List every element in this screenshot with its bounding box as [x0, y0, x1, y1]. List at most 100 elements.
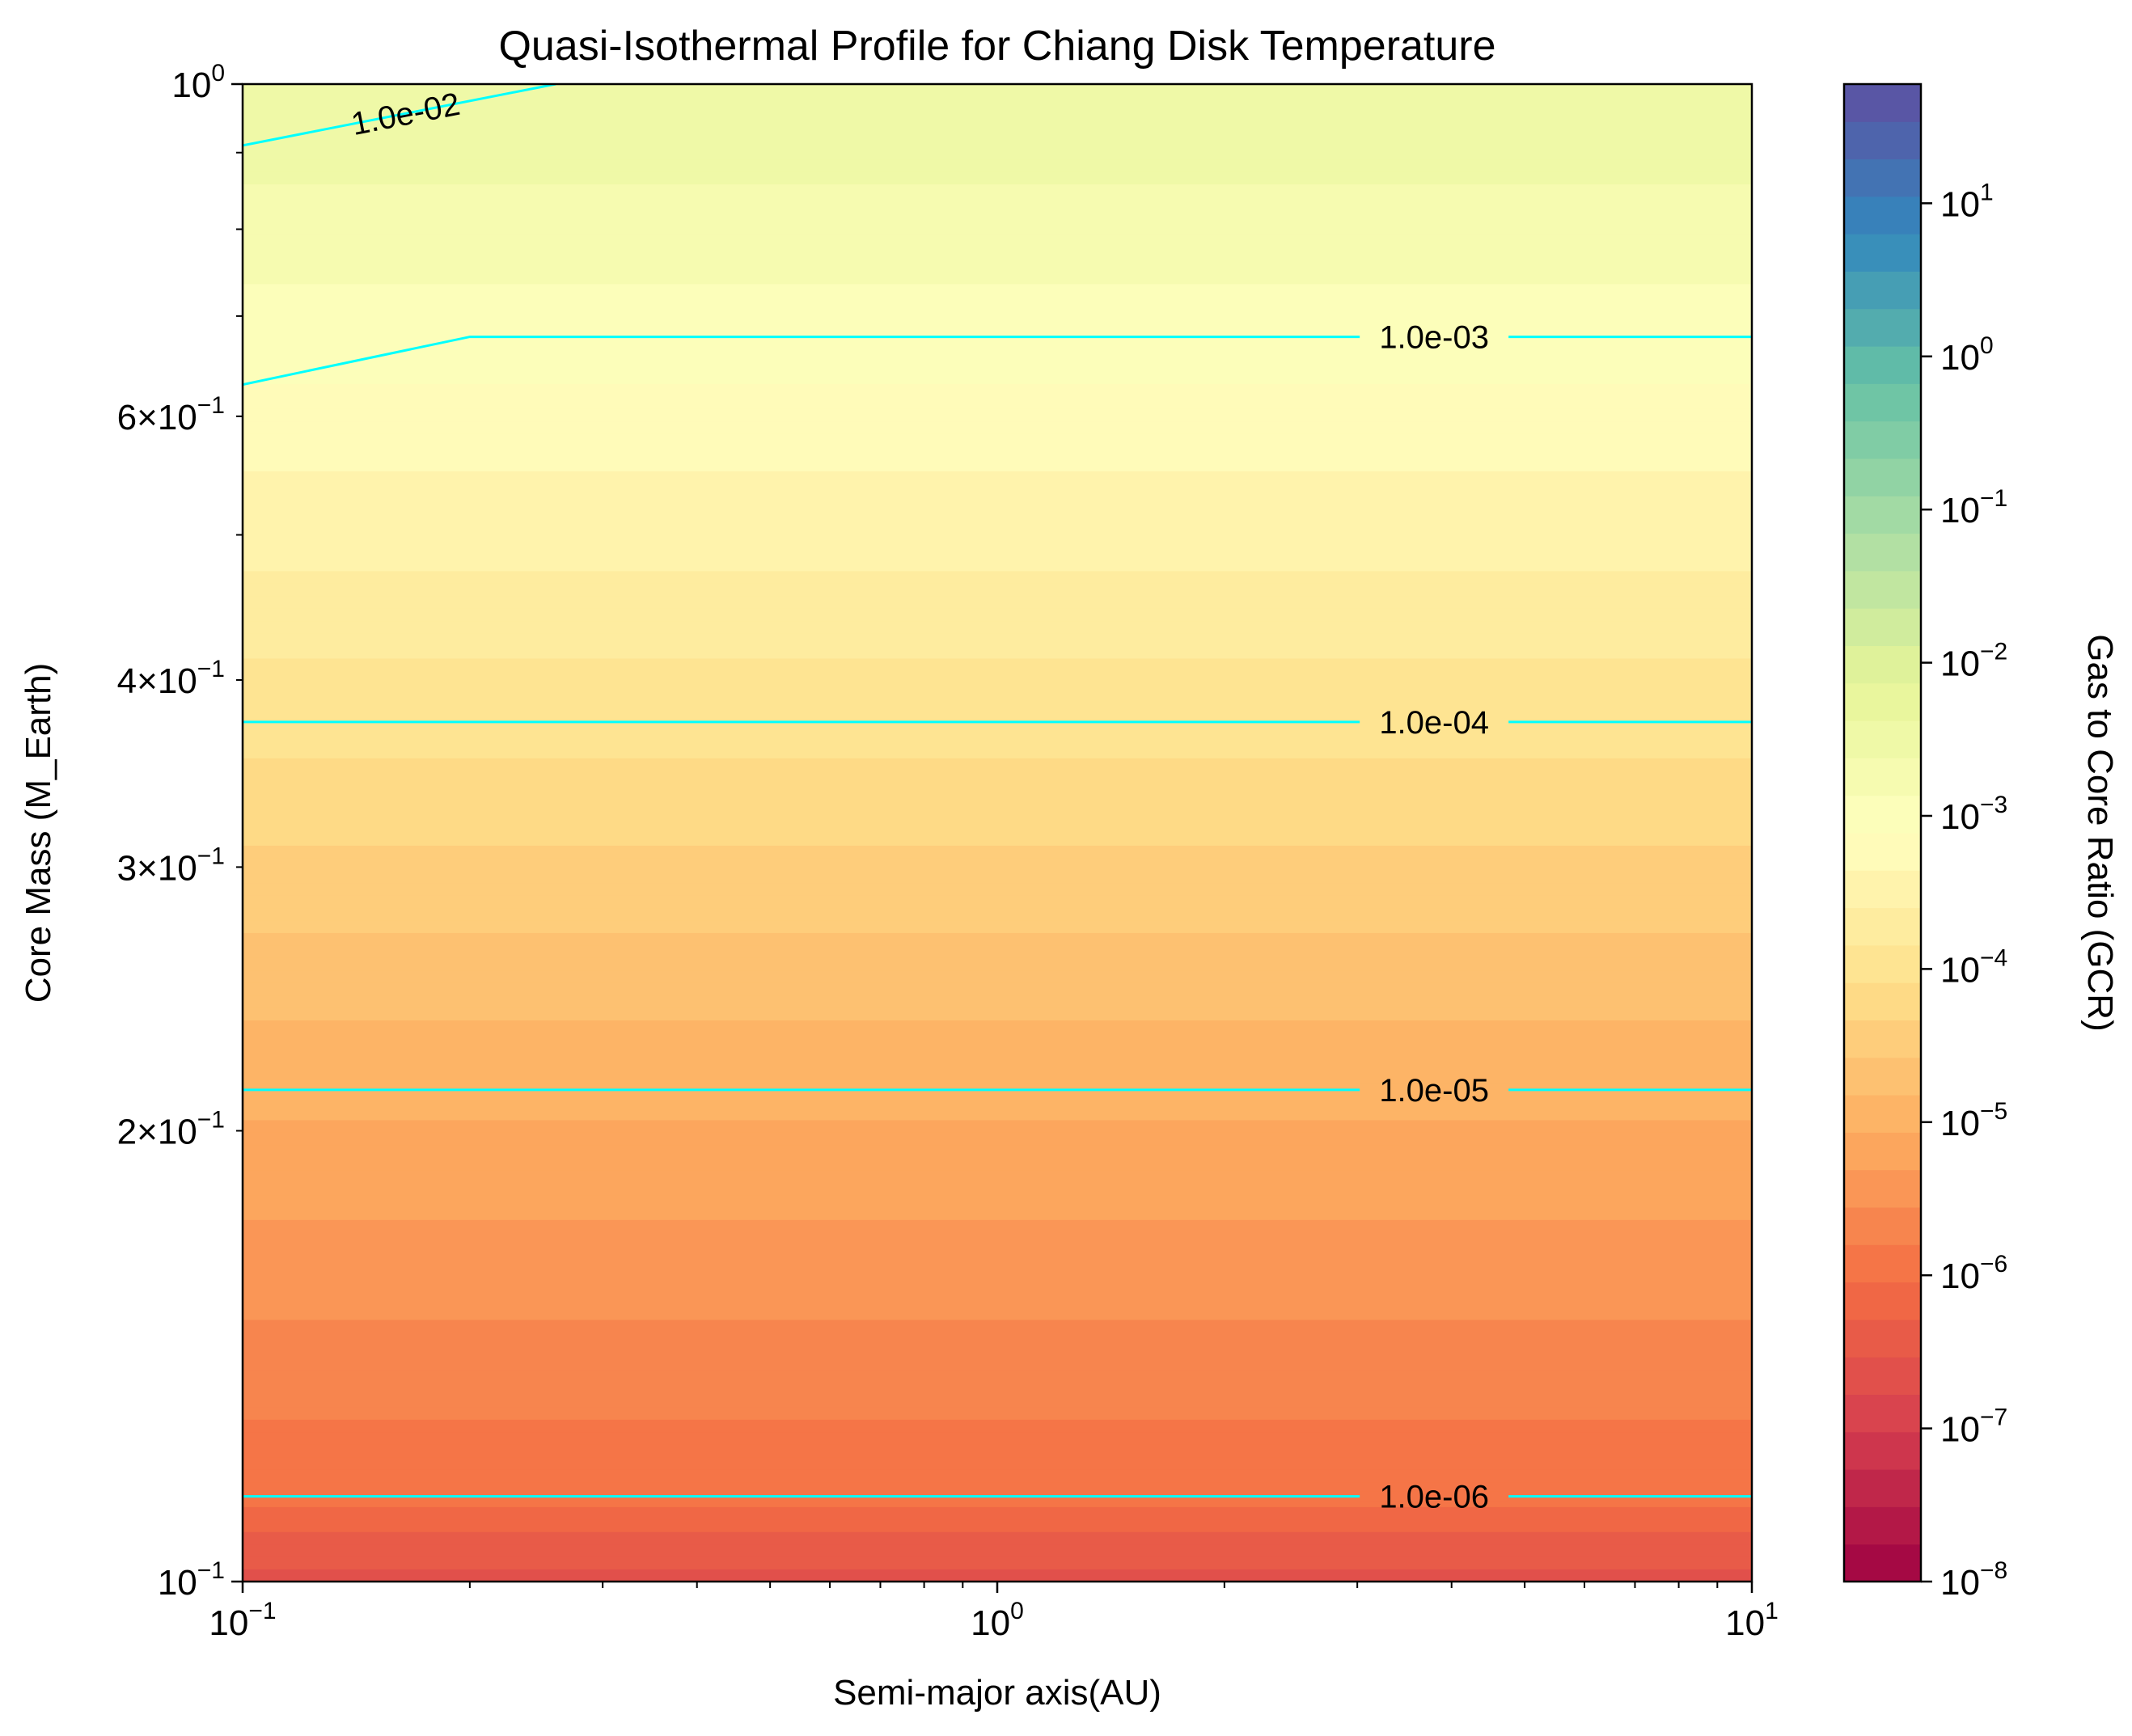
heatmap-band — [243, 1057, 1752, 1071]
heatmap-band — [243, 782, 1752, 796]
colorbar-band — [1844, 1544, 1921, 1582]
heatmap-band — [243, 446, 1752, 459]
heatmap-band — [243, 1356, 1752, 1371]
colorbar-ticks: 101 100 10−1 10−2 10−3 10−4 10−5 10−6 10−7 10−8 — [1921, 179, 2007, 1603]
colorbar-band — [1844, 1506, 1921, 1545]
colorbar-band — [1844, 1020, 1921, 1058]
colorbar-band — [1844, 1394, 1921, 1433]
heatmap-band — [243, 657, 1752, 671]
colorbar-band — [1844, 1282, 1921, 1320]
heatmap-band — [243, 1431, 1752, 1445]
heatmap-band — [243, 733, 1752, 746]
colorbar-band — [1844, 832, 1921, 871]
heatmap-band — [243, 1394, 1752, 1408]
heatmap-band — [243, 632, 1752, 646]
heatmap-band — [243, 931, 1752, 946]
heatmap-band — [243, 533, 1752, 547]
heatmap-band — [243, 320, 1752, 335]
colorbar-band — [1844, 345, 1921, 384]
heatmap-band — [243, 832, 1752, 846]
y-tick-label: 100 — [171, 60, 225, 105]
y-axis: 100 6×10−1 4×10−1 3×10−1 2×10−1 10−1 — [117, 60, 243, 1603]
colorbar-band — [1844, 271, 1921, 310]
heatmap-band — [243, 857, 1752, 871]
y-tick-label: 2×10−1 — [117, 1106, 225, 1151]
heatmap-band — [243, 308, 1752, 322]
contour-label: 1.0e-05 — [1379, 1073, 1489, 1109]
heatmap-band — [243, 133, 1752, 147]
colorbar-band — [1844, 533, 1921, 572]
heatmap-band — [243, 907, 1752, 921]
heatmap-band — [243, 982, 1752, 996]
heatmap-band — [243, 1156, 1752, 1171]
colorbar-band — [1844, 682, 1921, 721]
heatmap-band — [243, 158, 1752, 172]
heatmap-band — [243, 620, 1752, 634]
contour-label: 1.0e-04 — [1379, 705, 1489, 741]
heatmap-band — [243, 420, 1752, 434]
heatmap-band — [243, 545, 1752, 559]
heatmap-band — [243, 607, 1752, 622]
colorbar-band — [1844, 420, 1921, 459]
x-axis: 10−1 100 101 — [209, 1582, 1779, 1643]
colorbar-tick-label: 10−4 — [1940, 944, 2007, 990]
heatmap-band — [243, 595, 1752, 609]
colorbar-label: Gas to Core Ratio (GCR) — [2080, 634, 2120, 1031]
x-tick-label: 101 — [1725, 1598, 1779, 1643]
contour-label: 1.0e-03 — [1379, 320, 1489, 356]
x-tick-label: 100 — [971, 1598, 1024, 1643]
heatmap-band — [243, 370, 1752, 384]
colorbar-band — [1844, 1169, 1921, 1208]
colorbar-tick-label: 100 — [1940, 332, 1994, 378]
heatmap-band — [243, 1231, 1752, 1245]
heatmap-band — [243, 1518, 1752, 1532]
heatmap-band — [243, 345, 1752, 360]
colorbar-band — [1844, 382, 1921, 422]
heatmap-band — [243, 283, 1752, 297]
heatmap-band — [243, 183, 1752, 197]
heatmap-band — [243, 1369, 1752, 1383]
colorbar-band — [1844, 944, 1921, 983]
heatmap-band — [243, 1044, 1752, 1058]
colorbar-band — [1844, 607, 1921, 646]
colorbar-band — [1844, 795, 1921, 834]
colorbar-band — [1844, 757, 1921, 796]
colorbar-band — [1844, 1057, 1921, 1096]
heatmap-band — [243, 1456, 1752, 1470]
colorbar-band — [1844, 570, 1921, 609]
contour-label-gap — [1360, 716, 1509, 727]
heatmap-band — [243, 1269, 1752, 1283]
heatmap-band — [243, 333, 1752, 347]
heatmap-band — [243, 246, 1752, 260]
heatmap-band — [243, 844, 1752, 859]
heatmap-band — [243, 1506, 1752, 1520]
y-tick-label: 10−1 — [158, 1557, 225, 1603]
heatmap-band — [243, 395, 1752, 409]
colorbar-band — [1844, 83, 1921, 122]
heatmap-band — [243, 95, 1752, 110]
colorbar-band — [1844, 308, 1921, 347]
heatmap-band — [243, 483, 1752, 496]
colorbar-band — [1844, 120, 1921, 160]
heatmap-band — [243, 695, 1752, 709]
contour-label-gap — [1360, 1084, 1509, 1095]
heatmap-band — [243, 944, 1752, 958]
heatmap-band — [243, 1443, 1752, 1458]
heatmap-band — [243, 894, 1752, 909]
heatmap-band — [243, 295, 1752, 310]
heatmap-band — [243, 745, 1752, 758]
x-tick-label: 10−1 — [209, 1598, 276, 1643]
colorbar-band — [1844, 1131, 1921, 1171]
heatmap-band — [243, 1144, 1752, 1158]
colorbar-band — [1844, 196, 1921, 234]
heatmap-band — [243, 1244, 1752, 1258]
y-tick-label: 3×10−1 — [117, 843, 225, 888]
heatmap-band — [243, 557, 1752, 572]
heatmap-band — [243, 669, 1752, 684]
heatmap-band — [243, 682, 1752, 696]
heatmap-band — [243, 258, 1752, 272]
colorbar-band — [1844, 720, 1921, 758]
heatmap-band — [243, 969, 1752, 983]
heatmap-band — [243, 807, 1752, 822]
